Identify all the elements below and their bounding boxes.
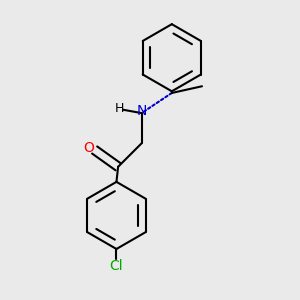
Text: Cl: Cl: [110, 260, 123, 273]
Text: N: N: [136, 104, 147, 118]
Text: H: H: [114, 102, 124, 115]
Text: O: O: [83, 141, 94, 155]
